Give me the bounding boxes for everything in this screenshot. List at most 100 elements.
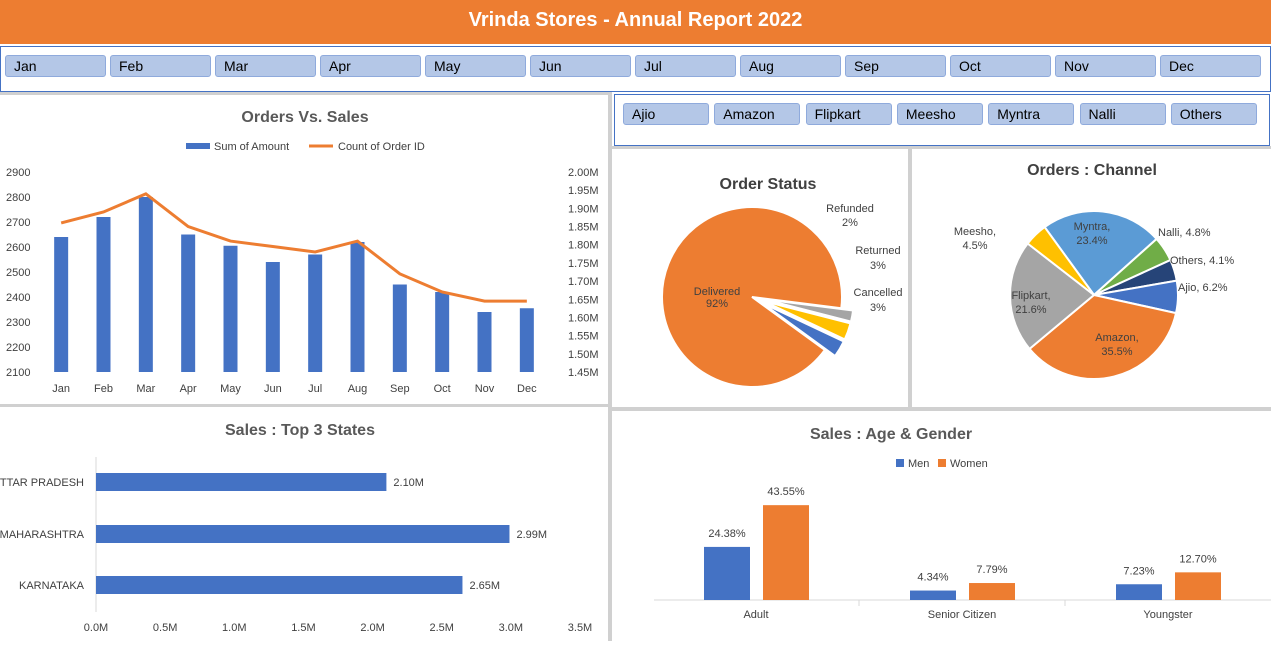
- x-tick: May: [220, 383, 241, 395]
- pie-slice: [761, 302, 846, 358]
- y-left-tick: 2700: [6, 217, 30, 229]
- data-label: 4.34%: [917, 572, 948, 584]
- bar: [969, 583, 1015, 600]
- month-button-jun[interactable]: Jun: [530, 55, 631, 77]
- channel-button-nalli[interactable]: Nalli: [1079, 103, 1166, 125]
- x-tick: 1.5M: [291, 622, 315, 634]
- month-button-sep[interactable]: Sep: [845, 55, 946, 77]
- chart-title: Sales : Top 3 States: [225, 422, 375, 439]
- order-status-panel: Order Status Delivered 92% Refunded 2% Return…: [612, 149, 908, 407]
- x-tick: Jun: [264, 383, 282, 395]
- bar: [96, 576, 463, 594]
- pie-label: Meesho,: [954, 226, 996, 238]
- bar: [704, 546, 750, 600]
- pie-value-label: 92%: [706, 298, 728, 310]
- legend-label: Men: [908, 458, 929, 470]
- y-right-tick: 1.80M: [568, 240, 599, 252]
- y-right-tick: 1.65M: [568, 294, 599, 306]
- x-tick: Feb: [94, 383, 113, 395]
- x-tick: Jan: [52, 383, 70, 395]
- pie-label: Ajio, 6.2%: [1178, 282, 1228, 294]
- x-tick: Jul: [308, 383, 322, 395]
- legend-label: Sum of Amount: [214, 141, 289, 153]
- data-label: 7.79%: [976, 564, 1007, 576]
- bar: [181, 234, 196, 372]
- pie-slice: [1043, 210, 1158, 297]
- data-label: 43.55%: [767, 486, 805, 498]
- month-button-feb[interactable]: Feb: [110, 55, 211, 77]
- bar: [435, 292, 450, 372]
- pie-label: Flipkart,: [1011, 290, 1050, 302]
- channel-button-flipkart[interactable]: Flipkart: [805, 103, 892, 125]
- bar: [519, 308, 534, 372]
- month-button-jul[interactable]: Jul: [635, 55, 736, 77]
- bar: [308, 254, 323, 372]
- data-label: 2.65M: [469, 580, 500, 592]
- pie-label: Refunded: [826, 203, 874, 215]
- pie-value-label: 4.5%: [962, 240, 987, 252]
- channel-button-amazon[interactable]: Amazon: [714, 103, 801, 125]
- x-tick: Sep: [390, 383, 410, 395]
- y-right-tick: 1.75M: [568, 258, 599, 270]
- bar: [138, 197, 153, 372]
- channel-button-myntra[interactable]: Myntra: [988, 103, 1075, 125]
- bar: [477, 312, 492, 372]
- pie-value-label: 35.5%: [1101, 346, 1132, 358]
- y-tick: MAHARASHTRA: [0, 529, 85, 541]
- bar: [96, 473, 387, 491]
- y-left-tick: 2500: [6, 267, 30, 279]
- y-left-tick: 2100: [6, 367, 30, 379]
- pie-slice: [661, 206, 843, 388]
- x-tick: 3.5M: [568, 622, 592, 634]
- legend-label: Count of Order ID: [338, 141, 425, 153]
- pie-slice: [1009, 242, 1096, 351]
- bar: [763, 505, 809, 600]
- x-tick: Apr: [180, 383, 197, 395]
- chart-title: Order Status: [720, 176, 817, 193]
- channel-button-ajio[interactable]: Ajio: [623, 103, 709, 125]
- top-states-chart: Sales : Top 3 States UTTAR PRADESH 2.10M MA…: [0, 422, 592, 634]
- data-label: 7.23%: [1123, 565, 1154, 577]
- month-button-mar[interactable]: Mar: [215, 55, 316, 77]
- data-label: 12.70%: [1179, 553, 1217, 565]
- month-button-dec[interactable]: Dec: [1160, 55, 1261, 77]
- month-button-apr[interactable]: Apr: [320, 55, 421, 77]
- x-tick: Senior Citizen: [928, 609, 996, 621]
- pie-label: Myntra,: [1074, 221, 1111, 233]
- pie-value-label: 21.6%: [1015, 304, 1046, 316]
- month-button-jan[interactable]: Jan: [5, 55, 106, 77]
- x-tick: Nov: [475, 383, 495, 395]
- orders-vs-sales-chart: Orders Vs. Sales Sum of Amount Count of Or…: [6, 109, 599, 395]
- data-label: 24.38%: [708, 528, 746, 540]
- month-slicer: Jan Feb Mar Apr May Jun Jul Aug Sep Oct Nov Dec: [0, 46, 1271, 92]
- bar: [265, 262, 280, 372]
- month-button-aug[interactable]: Aug: [740, 55, 841, 77]
- y-left-tick: 2900: [6, 167, 30, 179]
- legend-swatch: [896, 459, 904, 467]
- month-button-oct[interactable]: Oct: [950, 55, 1051, 77]
- pie-slice: [762, 300, 852, 341]
- pie-slice: [1026, 225, 1095, 296]
- bar: [910, 590, 956, 600]
- channel-button-meesho[interactable]: Meesho: [896, 103, 983, 125]
- x-tick: 0.5M: [153, 622, 177, 634]
- pie-slice: [1028, 293, 1178, 380]
- month-button-nov[interactable]: Nov: [1055, 55, 1156, 77]
- month-button-may[interactable]: May: [425, 55, 526, 77]
- x-tick: 0.0M: [84, 622, 108, 634]
- x-tick: 2.5M: [429, 622, 453, 634]
- bar: [96, 217, 111, 372]
- y-left-tick: 2800: [6, 192, 30, 204]
- channel-button-others[interactable]: Others: [1170, 103, 1257, 125]
- x-tick: Adult: [743, 609, 768, 621]
- y-right-tick: 1.95M: [568, 185, 599, 197]
- top-states-panel: Sales : Top 3 States UTTAR PRADESH 2.10M MA…: [0, 407, 608, 641]
- pie-value-label: 3%: [870, 302, 886, 314]
- pie-value-label: 2%: [842, 217, 858, 229]
- age-gender-panel: Sales : Age & Gender Men Women 24.38% 43.55%…: [612, 411, 1271, 641]
- x-tick: Dec: [517, 383, 537, 395]
- legend-label: Women: [950, 458, 988, 470]
- pie-label: Amazon,: [1095, 332, 1138, 344]
- y-right-tick: 1.70M: [568, 276, 599, 288]
- bar: [1116, 584, 1162, 600]
